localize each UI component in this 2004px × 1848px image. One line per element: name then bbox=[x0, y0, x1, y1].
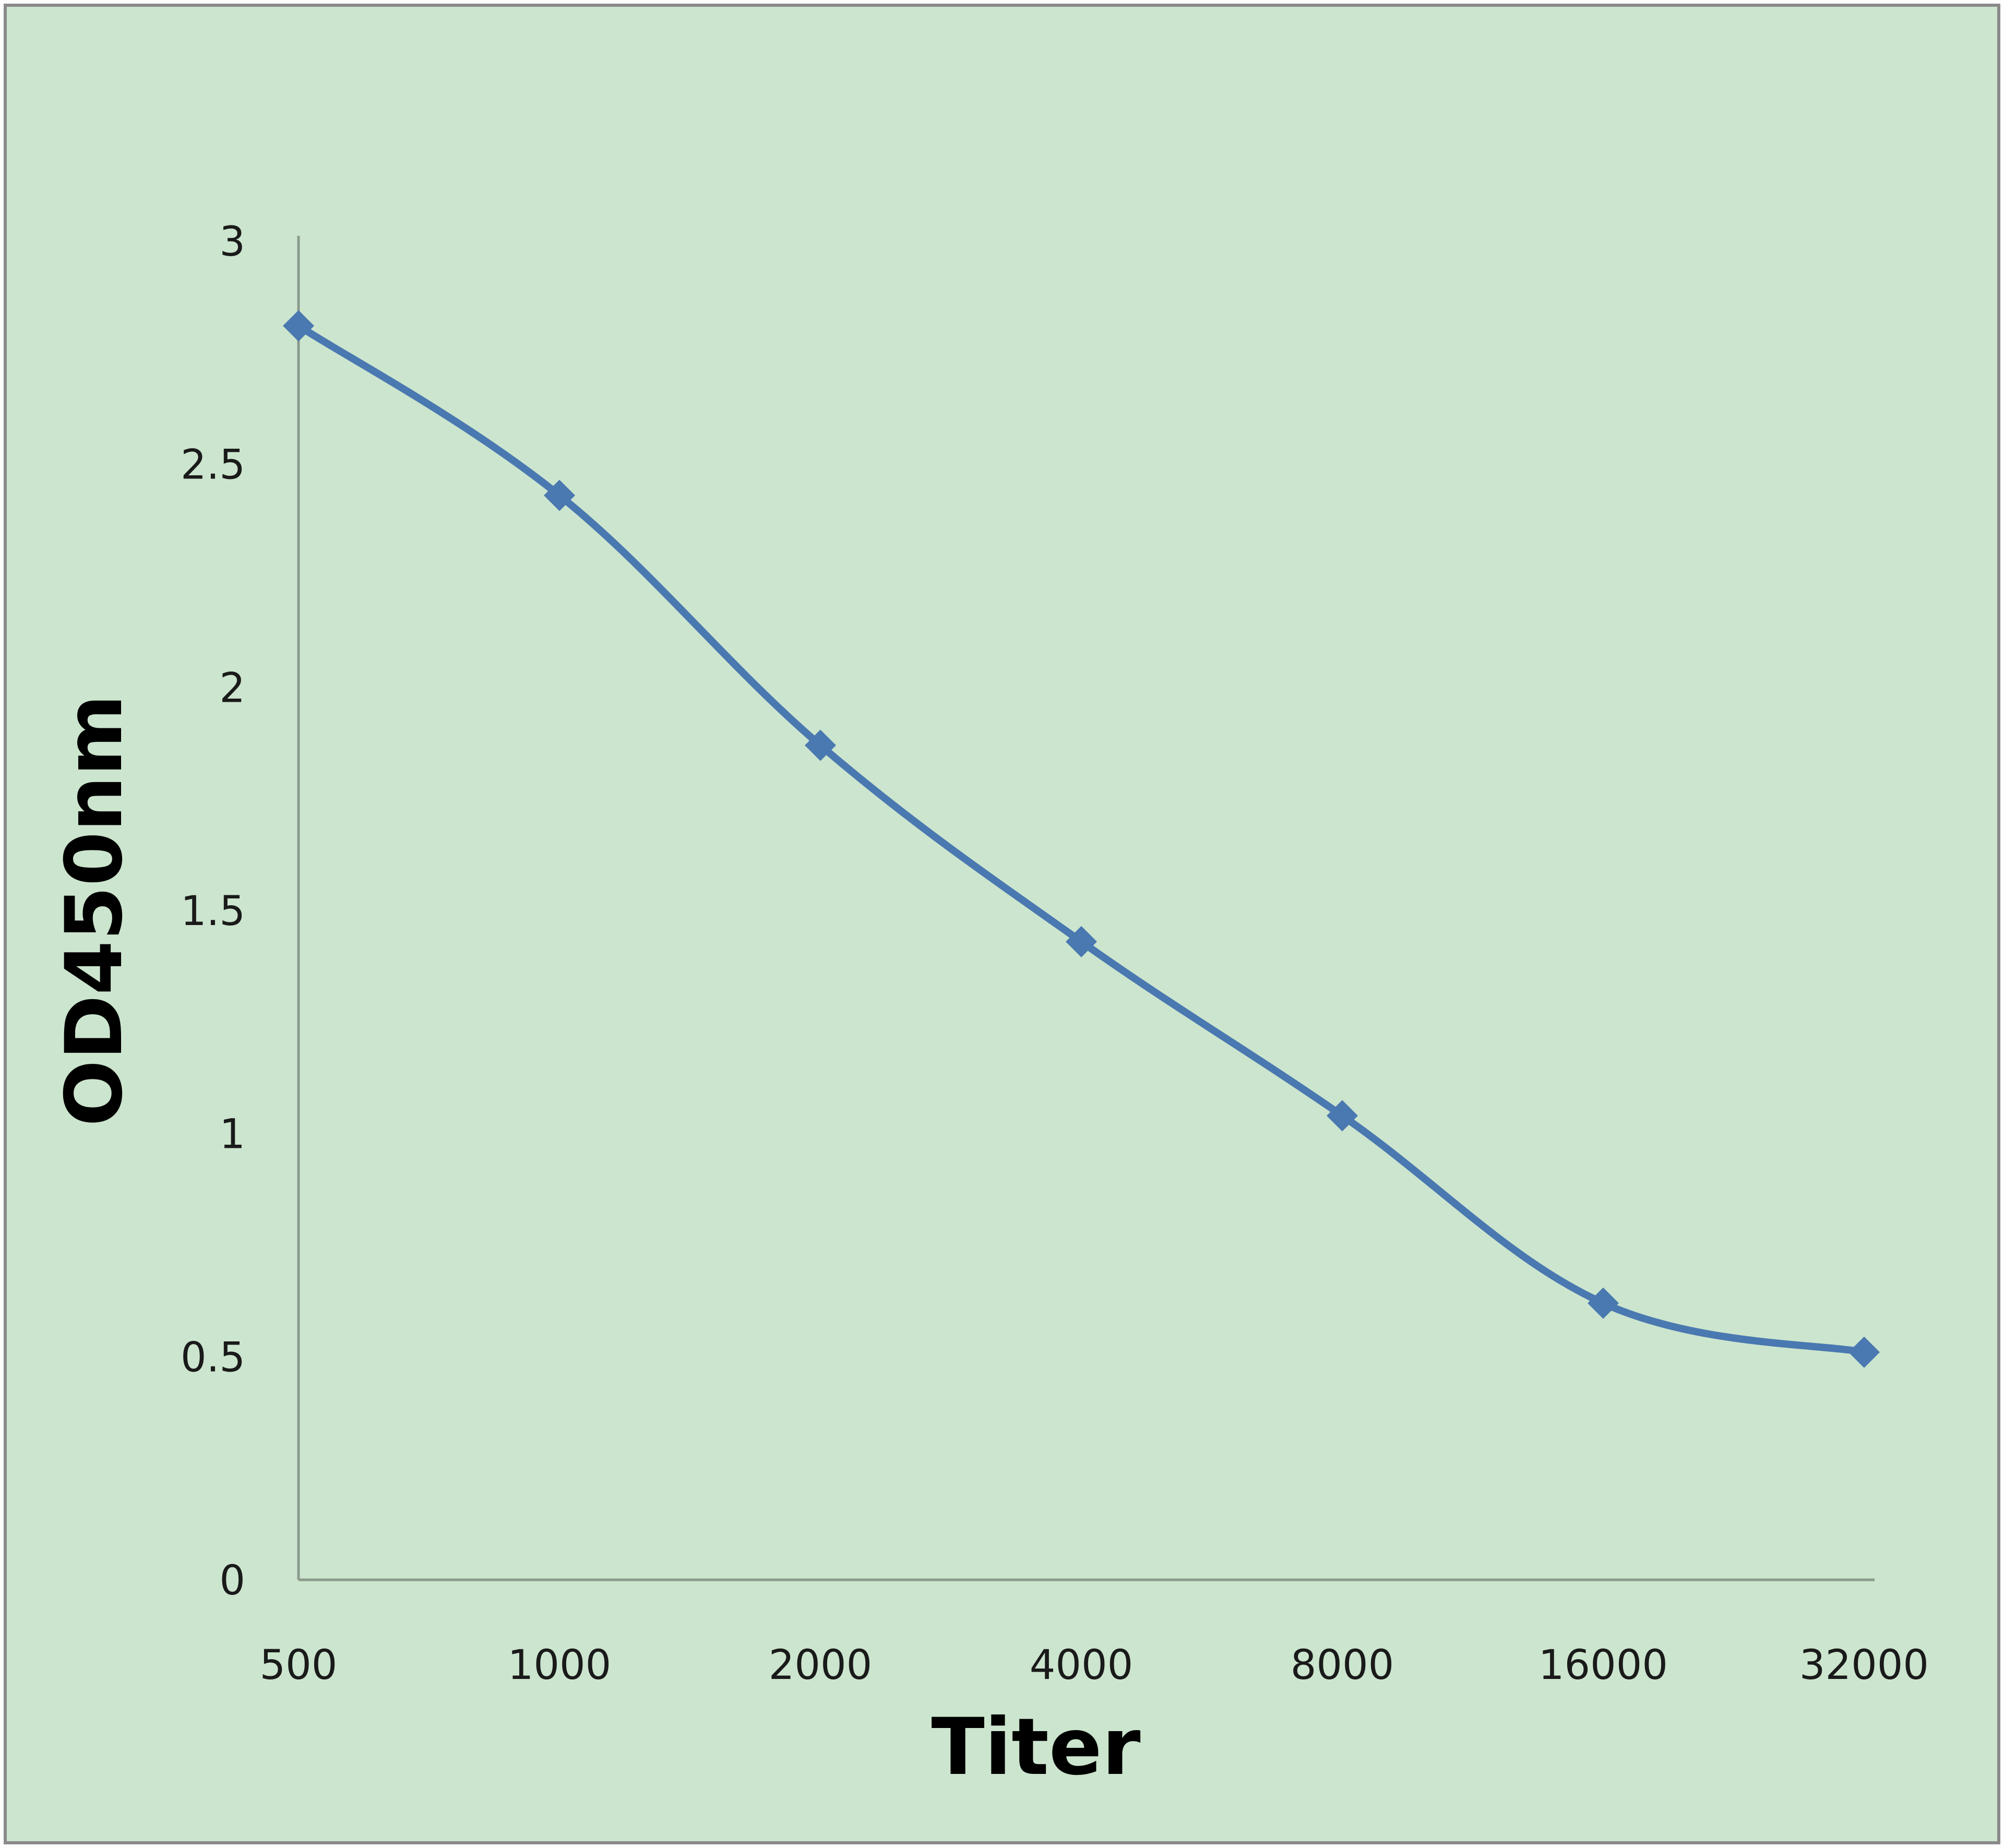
y-tick-label: 0.5 bbox=[181, 1334, 245, 1381]
series-markers bbox=[283, 310, 1880, 1368]
y-tick-label: 2.5 bbox=[181, 442, 245, 489]
data-point-marker bbox=[805, 729, 836, 761]
data-point-marker bbox=[283, 310, 314, 342]
chart-background bbox=[4, 4, 2000, 1844]
x-axis-title: Titer bbox=[931, 1702, 1140, 1793]
x-tick-label: 32000 bbox=[1799, 1642, 1929, 1689]
y-axis-title: OD450nm bbox=[49, 694, 140, 1126]
x-tick-labels: 500 1000 2000 4000 8000 16000 32000 bbox=[260, 1642, 1929, 1689]
x-tick-label: 500 bbox=[260, 1642, 338, 1689]
axes bbox=[297, 236, 1875, 1581]
y-tick-labels: 0 0.5 1 1.5 2 2.5 3 bbox=[181, 219, 245, 1604]
data-point-marker bbox=[1066, 926, 1097, 957]
data-point-marker bbox=[1327, 1100, 1358, 1132]
x-tick-label: 8000 bbox=[1291, 1642, 1394, 1689]
data-point-marker bbox=[1588, 1287, 1619, 1319]
x-tick-label: 4000 bbox=[1030, 1642, 1134, 1689]
y-tick-label: 3 bbox=[219, 219, 245, 266]
y-tick-label: 1 bbox=[219, 1111, 245, 1158]
data-point-marker bbox=[544, 479, 575, 511]
y-tick-label: 2 bbox=[219, 665, 245, 712]
data-point-marker bbox=[1848, 1336, 1880, 1368]
x-tick-label: 16000 bbox=[1538, 1642, 1668, 1689]
y-tick-label: 0 bbox=[219, 1557, 245, 1604]
y-tick-label: 1.5 bbox=[181, 888, 245, 935]
x-tick-label: 1000 bbox=[508, 1642, 612, 1689]
x-tick-label: 2000 bbox=[769, 1642, 873, 1689]
